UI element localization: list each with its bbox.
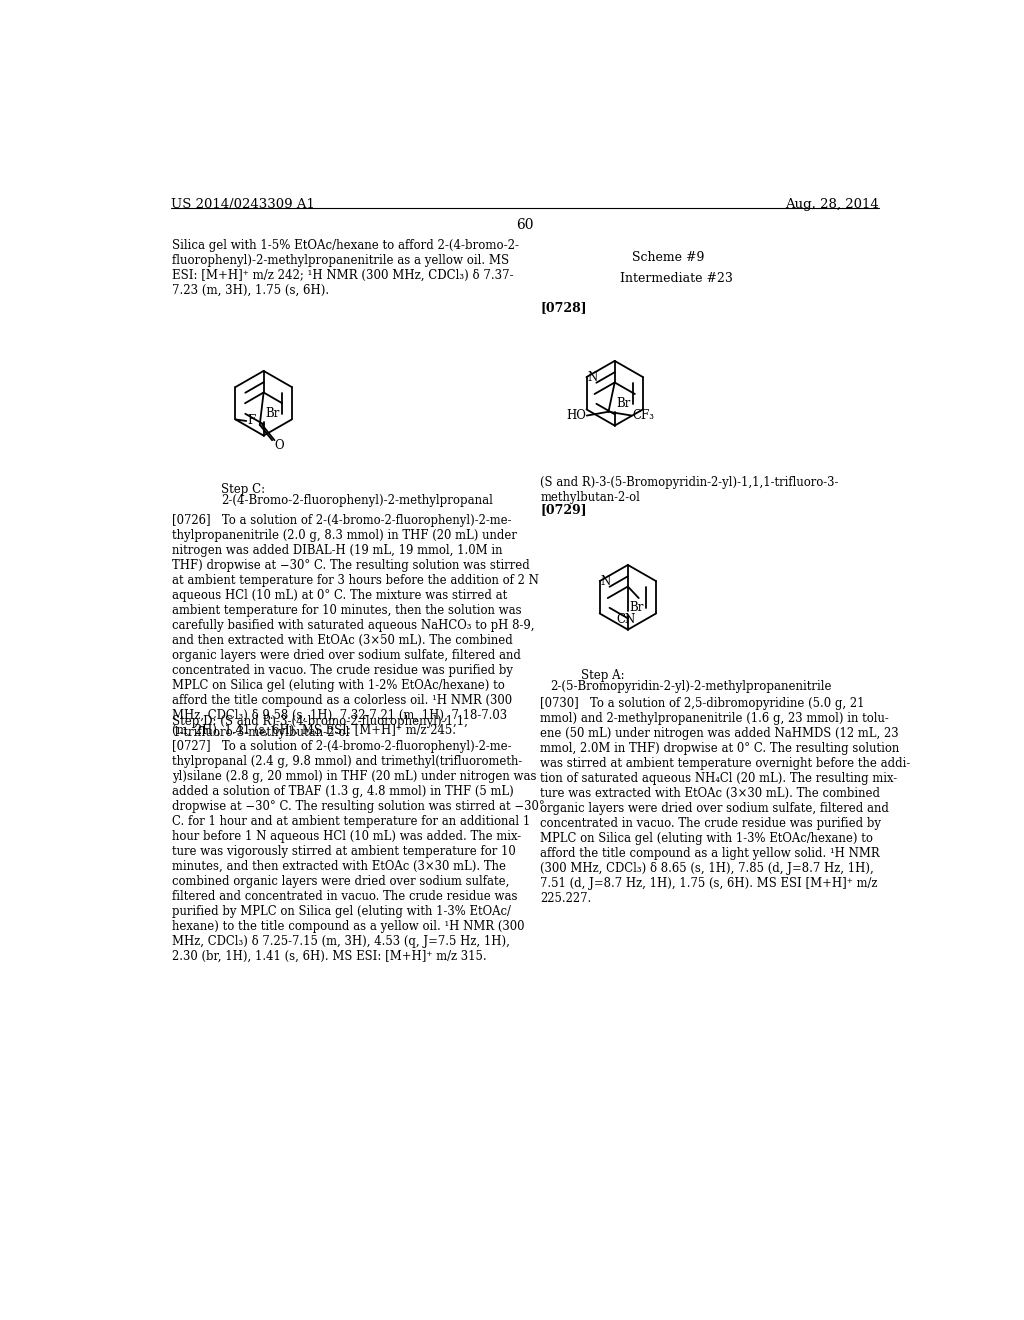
Text: [0727]   To a solution of 2-(4-bromo-2-fluorophenyl)-2-me-
thylpropanal (2.4 g, : [0727] To a solution of 2-(4-bromo-2-flu… <box>172 739 545 962</box>
Text: 2-(5-Bromopyridin-2-yl)-2-methylpropanenitrile: 2-(5-Bromopyridin-2-yl)-2-methylpropanen… <box>550 680 831 693</box>
Text: (S and R)-3-(5-Bromopyridin-2-yl)-1,1,1-trifluoro-3-
methylbutan-2-ol: (S and R)-3-(5-Bromopyridin-2-yl)-1,1,1-… <box>541 477 839 504</box>
Text: HO: HO <box>566 409 586 422</box>
Text: 60: 60 <box>516 218 534 232</box>
Text: [0730]   To a solution of 2,5-dibromopyridine (5.0 g, 21
mmol) and 2-methylpropa: [0730] To a solution of 2,5-dibromopyrid… <box>541 697 910 906</box>
Text: Step D: (S and R)-3-(4-bromo-2-fluorophenyl)-1,1,: Step D: (S and R)-3-(4-bromo-2-fluorophe… <box>172 715 468 729</box>
Text: N: N <box>588 371 598 384</box>
Text: CN: CN <box>615 614 635 627</box>
Text: Br: Br <box>265 407 280 420</box>
Text: [0729]: [0729] <box>541 503 587 516</box>
Text: F: F <box>247 414 255 428</box>
Text: Intermediate #23: Intermediate #23 <box>621 272 733 285</box>
Text: CF₃: CF₃ <box>633 409 654 422</box>
Text: Br: Br <box>630 601 644 614</box>
Text: Step A:: Step A: <box>582 669 625 682</box>
Text: Silica gel with 1-5% EtOAc/hexane to afford 2-(4-bromo-2-
fluorophenyl)-2-methyl: Silica gel with 1-5% EtOAc/hexane to aff… <box>172 239 519 297</box>
Text: [0726]   To a solution of 2-(4-bromo-2-fluorophenyl)-2-me-
thylpropanenitrile (2: [0726] To a solution of 2-(4-bromo-2-flu… <box>172 515 539 737</box>
Text: O: O <box>274 438 284 451</box>
Text: Br: Br <box>616 397 631 411</box>
Text: Scheme #9: Scheme #9 <box>632 251 705 264</box>
Text: N: N <box>600 574 610 587</box>
Text: [0728]: [0728] <box>541 301 587 314</box>
Text: US 2014/0243309 A1: US 2014/0243309 A1 <box>171 198 314 211</box>
Text: 2-(4-Bromo-2-fluorophenyl)-2-methylpropanal: 2-(4-Bromo-2-fluorophenyl)-2-methylpropa… <box>221 494 493 507</box>
Text: Step C:: Step C: <box>221 483 265 496</box>
Text: 1-trifluoro-3-methylbutan-2-ol: 1-trifluoro-3-methylbutan-2-ol <box>172 726 349 739</box>
Text: Aug. 28, 2014: Aug. 28, 2014 <box>785 198 879 211</box>
